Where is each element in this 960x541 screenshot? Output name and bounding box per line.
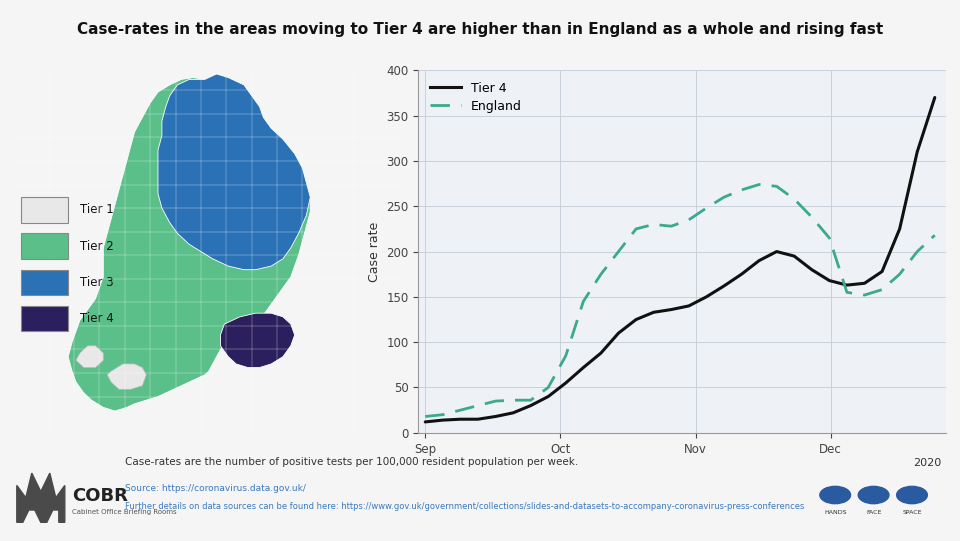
- FancyBboxPatch shape: [21, 306, 68, 331]
- Y-axis label: Case rate: Case rate: [368, 221, 381, 282]
- Text: Case-rates in the areas moving to Tier 4 are higher than in England as a whole a: Case-rates in the areas moving to Tier 4…: [77, 22, 883, 37]
- Text: Case-rates are the number of positive tests per 100,000 resident population per : Case-rates are the number of positive te…: [125, 457, 578, 467]
- Text: Further details on data sources can be found here: https://www.gov.uk/government: Further details on data sources can be f…: [125, 502, 804, 511]
- Text: FACE: FACE: [866, 510, 881, 515]
- Polygon shape: [76, 346, 104, 367]
- Polygon shape: [68, 74, 310, 411]
- FancyBboxPatch shape: [21, 233, 68, 259]
- FancyBboxPatch shape: [21, 197, 68, 222]
- Text: HANDS: HANDS: [824, 510, 847, 515]
- Text: 😷: 😷: [870, 492, 877, 498]
- Text: Tier 4: Tier 4: [80, 312, 113, 325]
- FancyBboxPatch shape: [21, 269, 68, 295]
- Text: Tier 2: Tier 2: [80, 240, 113, 253]
- Text: ↔: ↔: [909, 492, 915, 498]
- Text: SPACE: SPACE: [902, 510, 922, 515]
- Text: Tier 1: Tier 1: [80, 203, 113, 216]
- Polygon shape: [221, 313, 295, 367]
- Text: ✋: ✋: [833, 492, 837, 498]
- Polygon shape: [158, 74, 310, 269]
- Legend: Tier 4, England: Tier 4, England: [424, 77, 527, 117]
- Text: Cabinet Office Briefing Rooms: Cabinet Office Briefing Rooms: [72, 509, 177, 514]
- Text: Source: https://coronavirus.data.gov.uk/: Source: https://coronavirus.data.gov.uk/: [125, 484, 305, 493]
- Text: 2020: 2020: [913, 458, 942, 468]
- Text: Tier 3: Tier 3: [80, 276, 113, 289]
- Polygon shape: [108, 364, 146, 390]
- Polygon shape: [16, 473, 64, 522]
- Text: COBR: COBR: [72, 487, 128, 505]
